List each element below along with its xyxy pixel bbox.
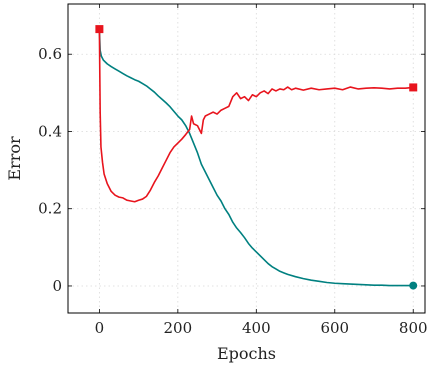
x-tick-label: 400 [242,319,271,337]
y-tick-label: 0.2 [38,200,62,218]
y-axis-label: Error [5,136,24,181]
series-line-2 [98,29,414,203]
ticks: 0 200 400 600 800 0 0.2 0.4 0.6 [38,4,428,337]
series-2-end-marker [409,83,418,92]
series-layer [95,25,418,290]
x-tick-label: 600 [320,319,349,337]
x-tick-label: 800 [399,319,428,337]
y-tick-label: 0.4 [38,122,62,140]
x-tick-label: 200 [164,319,193,337]
series-1-end-marker [409,281,418,290]
x-tick-label: 0 [95,319,105,337]
y-tick-label: 0 [52,277,62,295]
plot-frame [67,3,426,314]
y-tick-label: 0.6 [38,45,62,63]
series-2-start-marker [95,25,104,34]
grid [68,4,425,313]
x-axis-label: Epochs [217,344,276,363]
series-line-1 [98,29,414,287]
